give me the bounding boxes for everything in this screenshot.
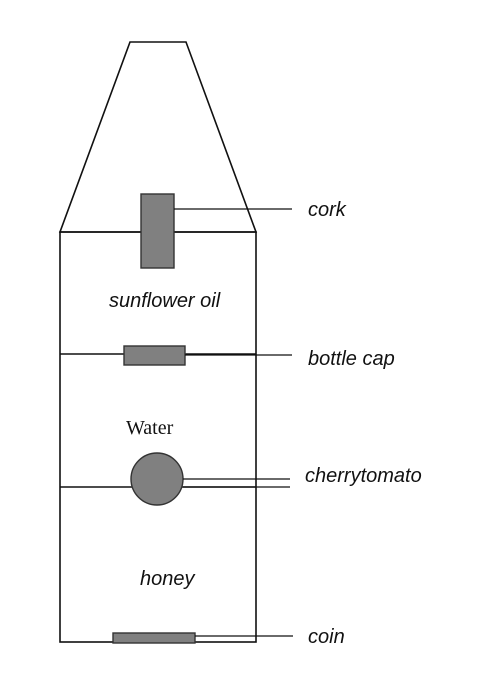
bottle-cap-shape (123, 345, 186, 366)
honey-label: honey (140, 568, 195, 590)
cork-shape (140, 193, 175, 269)
cork-label: cork (308, 199, 347, 221)
sunflower-oil-label: sunflower oil (109, 290, 221, 312)
cherry-tomato-shape (130, 452, 184, 506)
water-label: Water (126, 417, 174, 439)
cherry-tomato-label: cherrytomato (305, 465, 422, 487)
bottle-outline (58, 41, 258, 643)
coin-label: coin (308, 626, 345, 648)
coin-shape (112, 632, 196, 644)
bottle-cap-label: bottle cap (308, 348, 395, 370)
